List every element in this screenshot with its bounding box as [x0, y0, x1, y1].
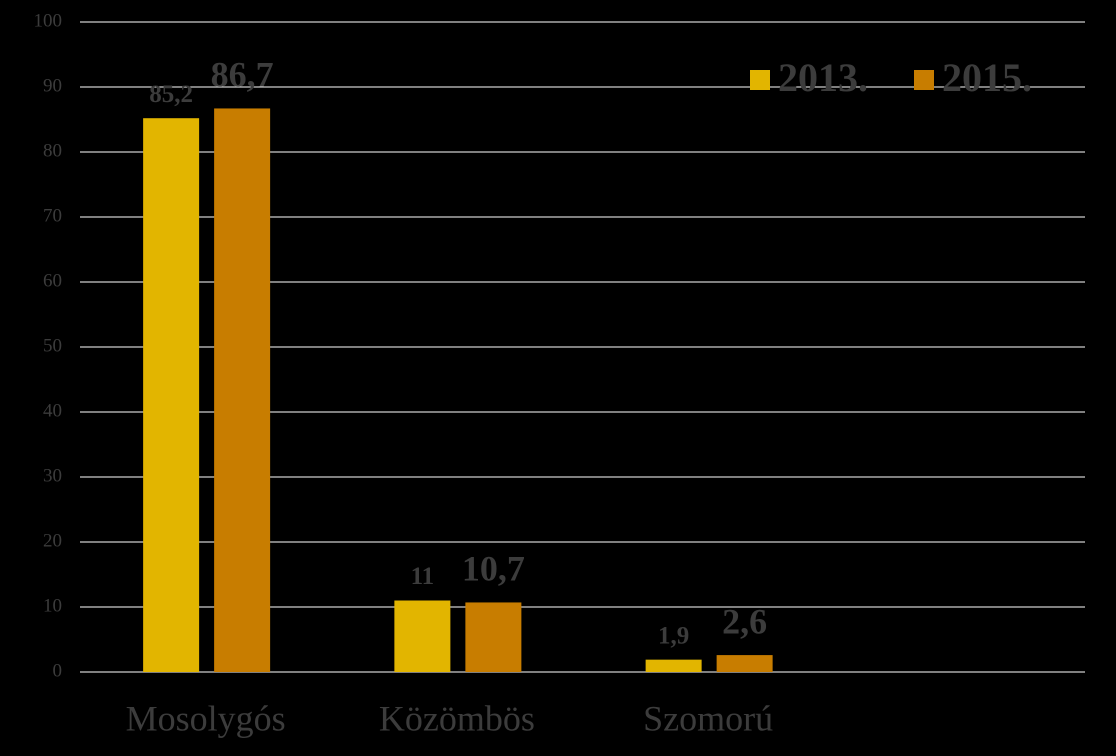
x-tick-label: Mosolygós — [126, 698, 286, 738]
y-tick-label: 30 — [43, 465, 62, 486]
legend-label: 2015. — [942, 55, 1032, 100]
bar — [645, 659, 702, 672]
y-tick-label: 90 — [43, 75, 62, 96]
data-label: 1,9 — [658, 622, 689, 649]
y-tick-label: 60 — [43, 270, 62, 291]
legend-label: 2013. — [778, 55, 868, 100]
x-tick-label: Szomorú — [643, 698, 773, 738]
data-label: 86,7 — [211, 55, 274, 95]
x-tick-label: Közömbös — [379, 698, 535, 738]
data-label: 11 — [411, 563, 435, 590]
bar — [214, 108, 271, 672]
legend-swatch — [914, 70, 934, 90]
y-tick-label: 0 — [53, 660, 63, 681]
legend-swatch — [750, 70, 770, 90]
y-tick-label: 20 — [43, 530, 62, 551]
data-label: 10,7 — [462, 549, 525, 589]
y-tick-label: 40 — [43, 400, 62, 421]
bar — [716, 655, 773, 672]
bar — [465, 602, 522, 672]
bar — [394, 600, 451, 672]
y-tick-label: 50 — [43, 335, 62, 356]
y-tick-label: 100 — [34, 10, 63, 31]
data-label: 85,2 — [149, 81, 193, 108]
y-tick-label: 10 — [43, 595, 62, 616]
y-tick-label: 80 — [43, 140, 62, 161]
y-tick-label: 70 — [43, 205, 62, 226]
bar — [143, 118, 200, 672]
data-label: 2,6 — [722, 601, 767, 641]
